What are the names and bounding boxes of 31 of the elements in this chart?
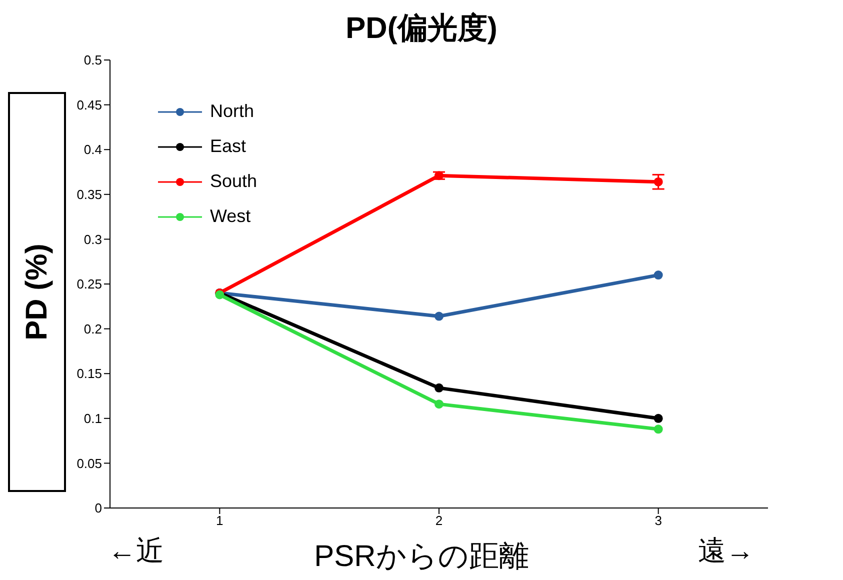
legend-label: North [210,100,254,123]
point [654,414,663,423]
y-tick-label: 0 [94,500,102,516]
point [434,312,444,321]
y-axis-title: PD (%) [20,244,54,340]
point [434,171,444,180]
chart-title: PD(偏光度) [344,11,498,47]
y-tick-label: 0.5 [84,52,102,68]
y-tick-label: 0.05 [76,456,102,471]
point [434,400,444,409]
legend-label: South [210,170,258,193]
legend-label: West [210,205,251,228]
y-tick-label: 0.1 [84,411,102,426]
point [434,383,444,392]
y-tick-label: 0.45 [76,97,102,112]
text: 遠→ [698,534,754,568]
y-tick-label: 0.4 [84,142,102,158]
point [654,177,663,186]
text: ←近 [108,534,164,568]
legend-label: East [210,135,246,158]
x-tick-label: 1 [216,513,224,528]
point [654,270,663,280]
y-tick-label: 0.25 [76,276,102,292]
y-tick-label: 0.35 [76,187,102,202]
point [654,424,663,434]
x-tick-label: 3 [654,513,662,528]
y-tick-label: 0.15 [76,366,102,382]
y-tick-label: 0.3 [84,232,102,247]
x-axis-title: PSRからの距離 [314,540,529,573]
x-tick-label: 2 [435,513,443,528]
y-tick-label: 0.2 [84,321,102,336]
